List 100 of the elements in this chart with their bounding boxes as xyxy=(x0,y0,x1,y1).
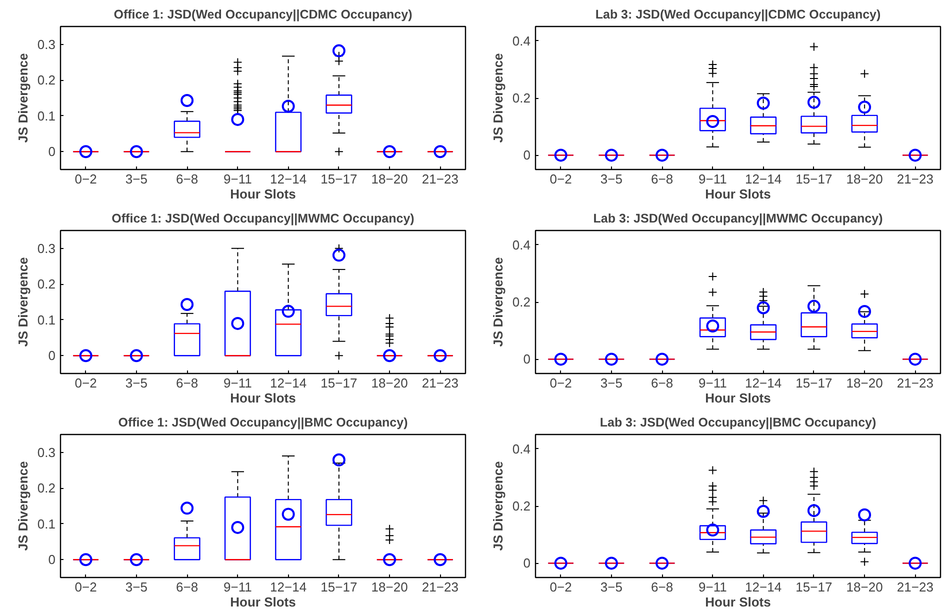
point xyxy=(282,304,295,318)
x-tick-label: 0−2 xyxy=(74,376,97,390)
x-tick-label: 6−8 xyxy=(651,376,674,390)
point xyxy=(434,349,447,362)
x-tick-label: 3−5 xyxy=(125,376,148,390)
x-tick-label: 9−11 xyxy=(224,580,252,594)
point xyxy=(332,453,346,466)
y-tick-label: 0.1 xyxy=(37,312,56,328)
x-tick-label: 15−17 xyxy=(796,172,832,186)
y-axis-title: JS Divergence xyxy=(15,257,30,347)
y-tick-label: 0 xyxy=(523,352,531,367)
x-tick-label: 0−2 xyxy=(74,580,97,594)
point xyxy=(554,352,568,366)
point xyxy=(756,96,770,110)
x-tick-label: 18−20 xyxy=(846,376,883,390)
y-tick-label: 0.2 xyxy=(37,72,56,88)
x-tick-label: 21−23 xyxy=(422,172,458,186)
y-tick-label: 0.1 xyxy=(37,516,56,532)
x-tick-label: 21−23 xyxy=(896,172,934,186)
x-axis-title: Hour Slots xyxy=(230,594,296,610)
y-tick-label: 0.1 xyxy=(37,108,56,124)
chart-title: Office 1: JSD(Wed Occupancy||MWMC Occupancy) xyxy=(112,212,414,226)
point xyxy=(807,300,820,313)
x-axis-title: Hour Slots xyxy=(705,390,771,406)
x-tick-label: 18−20 xyxy=(846,172,883,186)
point xyxy=(282,100,295,113)
point xyxy=(79,553,92,566)
point xyxy=(282,508,295,521)
y-tick-label: 0.2 xyxy=(512,498,531,514)
point xyxy=(332,248,346,262)
x-tick-label: 9−11 xyxy=(224,376,252,390)
y-tick-label: 0.2 xyxy=(37,480,56,496)
point xyxy=(180,502,194,515)
point xyxy=(908,352,922,366)
x-tick-label: 0−2 xyxy=(550,580,572,594)
point xyxy=(554,148,568,162)
point xyxy=(604,556,618,570)
y-tick-label: 0 xyxy=(48,552,56,568)
point xyxy=(130,553,143,566)
x-tick-label: 12−14 xyxy=(745,580,782,594)
x-tick-label: 3−5 xyxy=(600,376,622,390)
y-axis-title: JS Divergence xyxy=(490,461,506,551)
x-tick-label: 0−2 xyxy=(550,376,572,390)
point xyxy=(807,96,820,109)
point xyxy=(756,504,770,518)
point xyxy=(79,349,92,362)
point xyxy=(231,520,244,534)
chart-title: Lab 3: JSD(Wed Occupancy||CDMC Occupancy) xyxy=(595,8,881,22)
y-tick-label: 0 xyxy=(48,348,56,364)
x-tick-label: 6−8 xyxy=(176,580,198,594)
point xyxy=(908,556,922,570)
point xyxy=(130,145,143,158)
point xyxy=(434,145,447,158)
point xyxy=(554,556,568,570)
point xyxy=(908,148,922,162)
y-tick-label: 0.2 xyxy=(512,90,531,106)
x-tick-label: 18−20 xyxy=(371,172,408,186)
x-tick-label: 9−11 xyxy=(698,172,727,186)
x-tick-label: 3−5 xyxy=(600,580,622,594)
point xyxy=(383,145,396,158)
y-tick-label: 0.3 xyxy=(37,240,56,256)
y-tick-label: 0.4 xyxy=(512,441,531,456)
point xyxy=(434,553,447,566)
x-tick-label: 0−2 xyxy=(74,172,97,186)
x-axis-title: Hour Slots xyxy=(705,186,771,202)
y-tick-label: 0.4 xyxy=(512,237,531,252)
chart-title: Office 1: JSD(Wed Occupancy||BMC Occupancy) xyxy=(118,416,408,430)
x-tick-label: 15−17 xyxy=(320,172,358,186)
x-tick-label: 15−17 xyxy=(796,376,832,390)
x-tick-label: 18−20 xyxy=(371,580,408,594)
point xyxy=(604,352,618,366)
point xyxy=(383,553,396,566)
y-tick-label: 0.3 xyxy=(37,444,56,460)
x-tick-label: 12−14 xyxy=(270,580,307,594)
x-tick-label: 6−8 xyxy=(176,172,198,186)
point xyxy=(656,556,669,570)
x-axis-title: Hour Slots xyxy=(705,594,771,610)
y-axis-title: JS Divergence xyxy=(490,257,506,347)
x-tick-label: 12−14 xyxy=(745,376,782,390)
chart-title: Lab 3: JSD(Wed Occupancy||MWMC Occupancy) xyxy=(593,212,883,226)
x-tick-label: 3−5 xyxy=(125,172,148,186)
chart-title: Lab 3: JSD(Wed Occupancy||BMC Occupancy) xyxy=(600,416,876,430)
x-tick-label: 3−5 xyxy=(600,172,622,186)
point xyxy=(130,349,143,362)
point xyxy=(332,44,346,58)
x-tick-label: 12−14 xyxy=(270,172,307,186)
x-tick-label: 15−17 xyxy=(320,580,358,594)
x-tick-label: 12−14 xyxy=(745,172,782,186)
point xyxy=(79,145,92,158)
y-tick-label: 0.2 xyxy=(37,276,56,292)
point xyxy=(656,148,669,162)
x-tick-label: 9−11 xyxy=(698,376,727,390)
x-tick-label: 18−20 xyxy=(371,376,408,390)
point xyxy=(231,112,244,126)
x-axis-title: Hour Slots xyxy=(230,390,296,406)
point xyxy=(807,504,820,518)
x-tick-label: 3−5 xyxy=(125,580,148,594)
y-tick-label: 0.3 xyxy=(37,36,56,52)
x-tick-label: 15−17 xyxy=(320,376,358,390)
y-tick-label: 0 xyxy=(48,144,56,160)
